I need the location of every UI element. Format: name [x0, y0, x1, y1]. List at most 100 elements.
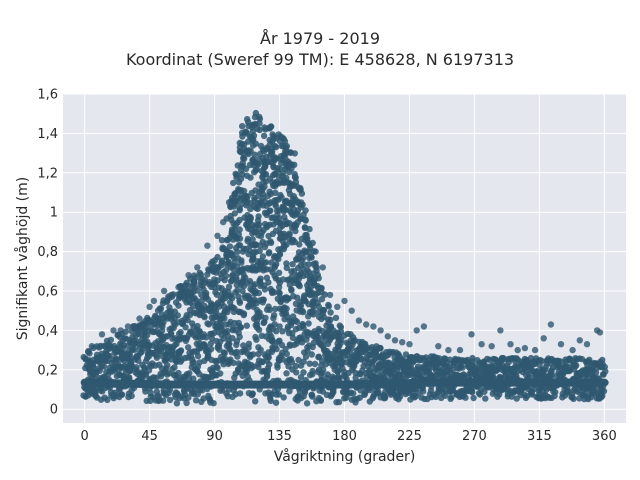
data-point — [305, 261, 313, 268]
data-point — [563, 388, 571, 395]
data-point — [240, 310, 248, 317]
data-point — [296, 282, 303, 290]
data-point — [289, 201, 296, 208]
data-point — [278, 194, 285, 201]
outlier-point — [413, 327, 420, 334]
data-point — [299, 308, 307, 316]
data-point — [125, 374, 133, 381]
outlier-point — [185, 272, 192, 279]
outlier-point — [406, 341, 413, 348]
data-point — [207, 345, 215, 353]
data-point — [157, 305, 165, 312]
data-point — [244, 235, 252, 243]
y-tick-label: 0,8 — [37, 245, 58, 260]
data-point — [272, 189, 279, 196]
data-point — [513, 355, 520, 362]
data-point — [266, 188, 273, 195]
y-tick-label: 0,6 — [37, 285, 58, 300]
outlier-point — [146, 303, 153, 310]
data-point — [255, 326, 263, 333]
chart-title-line-1: År 1979 - 2019 — [260, 29, 380, 48]
data-point — [273, 261, 280, 268]
data-point — [305, 320, 312, 327]
data-point — [253, 166, 260, 173]
data-point — [302, 353, 310, 360]
data-point — [272, 202, 279, 210]
outlier-point — [326, 291, 334, 299]
data-point — [218, 259, 225, 266]
data-point — [216, 346, 223, 353]
data-point — [289, 330, 296, 337]
data-point — [274, 364, 281, 371]
data-point — [288, 287, 295, 294]
data-point — [242, 274, 249, 281]
data-point — [375, 388, 382, 395]
data-point — [557, 358, 564, 365]
data-point — [86, 350, 93, 357]
outlier-point — [124, 323, 132, 330]
data-point — [286, 220, 293, 227]
data-point — [214, 364, 221, 372]
data-point — [256, 120, 263, 127]
data-point — [266, 361, 273, 368]
data-point — [308, 351, 315, 358]
outlier-point — [420, 323, 428, 330]
data-point — [135, 357, 142, 364]
data-point — [469, 389, 476, 396]
data-point — [286, 388, 293, 395]
data-point — [308, 391, 316, 398]
data-point — [293, 318, 301, 326]
data-point — [318, 296, 326, 303]
data-point — [292, 227, 299, 235]
outlier-point — [136, 315, 143, 322]
data-point — [280, 394, 287, 401]
data-point — [252, 140, 259, 147]
data-point — [262, 314, 269, 322]
outlier-point — [557, 341, 565, 348]
x-tick-label: 360 — [592, 429, 617, 444]
data-point — [307, 253, 315, 260]
data-point — [191, 279, 198, 286]
data-point — [302, 217, 309, 224]
data-point — [320, 307, 328, 314]
data-point — [254, 217, 262, 224]
chart-title-line-2: Koordinat (Sweref 99 TM): E 458628, N 61… — [125, 50, 515, 69]
data-point — [266, 306, 273, 313]
data-point — [317, 397, 324, 404]
data-point — [207, 340, 214, 347]
data-point — [190, 359, 197, 366]
data-point — [291, 161, 298, 168]
x-tick-label: 225 — [397, 429, 422, 444]
data-point — [107, 336, 115, 344]
outlier-point — [596, 329, 604, 336]
data-point — [600, 378, 609, 387]
y-tick-label: 0 — [50, 403, 58, 418]
outlier-point — [370, 323, 377, 330]
outlier-point — [384, 333, 391, 340]
data-point — [261, 286, 269, 293]
data-point — [230, 308, 238, 316]
data-point — [220, 361, 227, 368]
data-point — [276, 250, 284, 258]
data-point — [223, 266, 230, 274]
data-point — [236, 333, 243, 341]
data-point — [309, 371, 316, 378]
data-point — [283, 142, 290, 150]
outlier-point — [204, 242, 211, 249]
data-point — [192, 397, 200, 404]
data-point — [297, 302, 305, 309]
data-point — [296, 241, 303, 248]
data-point — [315, 303, 322, 310]
data-point — [288, 359, 296, 366]
data-point — [306, 360, 313, 367]
outlier-point — [225, 199, 233, 206]
data-point — [276, 290, 283, 297]
y-tick-label: 1,6 — [37, 88, 58, 103]
data-point — [462, 394, 469, 401]
outlier-point — [355, 317, 363, 324]
data-point — [92, 387, 99, 394]
data-point — [217, 370, 224, 377]
data-point — [325, 301, 332, 309]
data-point — [330, 389, 337, 396]
data-point — [236, 390, 244, 397]
